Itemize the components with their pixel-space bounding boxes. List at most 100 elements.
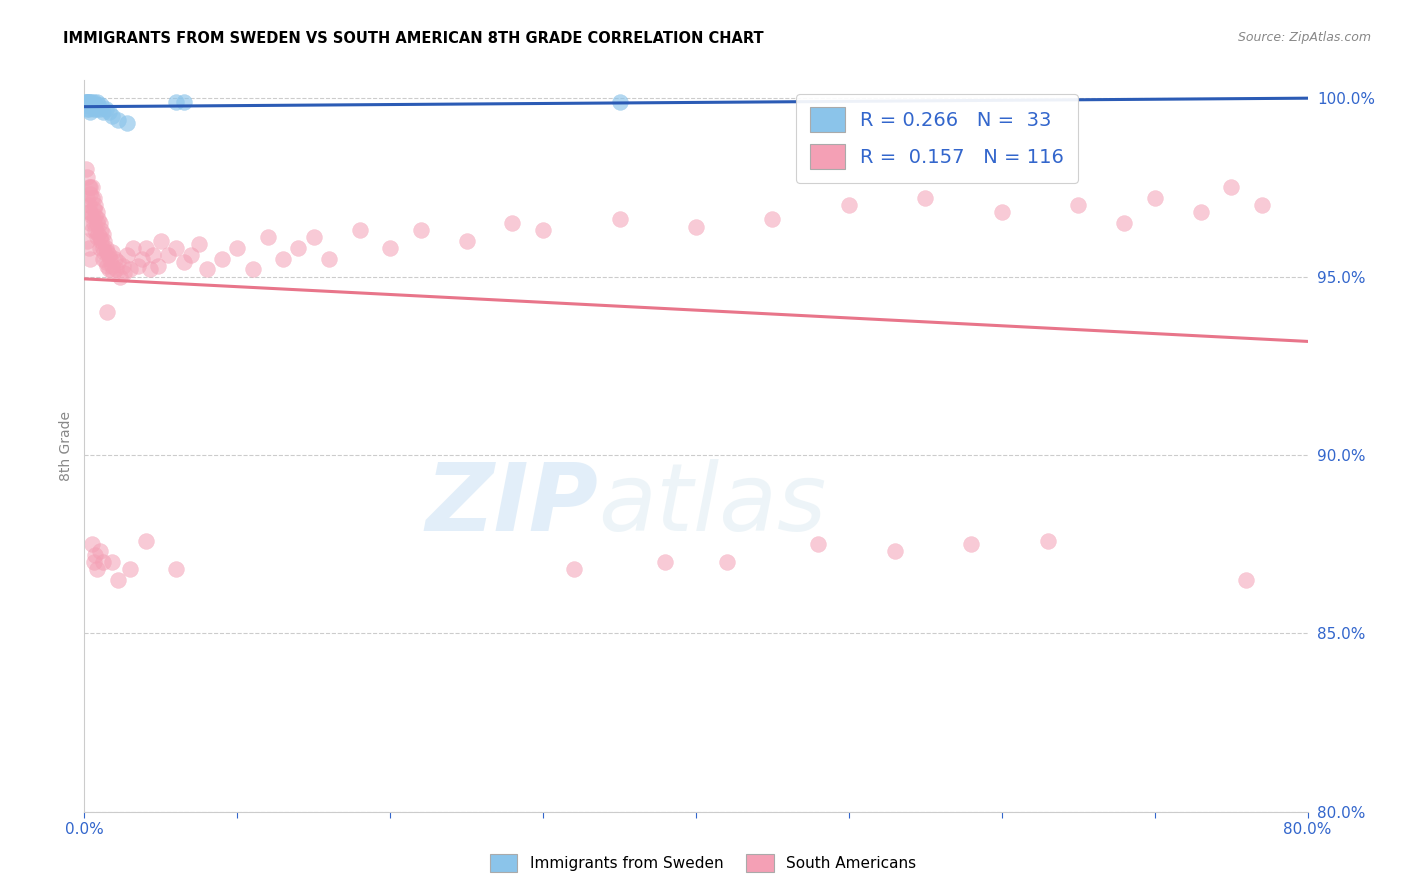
Y-axis label: 8th Grade: 8th Grade [59, 411, 73, 481]
Point [107, 255, 129, 269]
Point [79, 95, 101, 109]
Point [838, 198, 860, 212]
Point [318, 252, 340, 266]
Point [165, 241, 187, 255]
Point [101, 259, 124, 273]
Point [883, 544, 905, 558]
Point [86, 95, 108, 109]
Point [112, 266, 135, 280]
Text: atlas: atlas [598, 459, 827, 550]
Point [84, 548, 107, 562]
Point [91, 227, 114, 241]
Point [115, 116, 138, 130]
Point [135, 533, 157, 548]
Point [91, 252, 114, 266]
Point [287, 241, 309, 255]
Point [79, 205, 101, 219]
Point [991, 205, 1014, 219]
Point [157, 248, 180, 262]
Point [84, 98, 107, 112]
Point [142, 248, 165, 262]
Point [1067, 198, 1090, 212]
Point [84, 223, 107, 237]
Point [609, 95, 631, 109]
Legend: R = 0.266   N =  33, R =  0.157   N = 116: R = 0.266 N = 33, R = 0.157 N = 116 [796, 94, 1077, 183]
Point [131, 252, 153, 266]
Point [80, 191, 103, 205]
Point [120, 262, 142, 277]
Point [761, 212, 783, 227]
Point [115, 248, 138, 262]
Point [1143, 191, 1166, 205]
Point [77, 95, 100, 109]
Point [86, 102, 108, 116]
Point [531, 223, 554, 237]
Point [211, 252, 233, 266]
Point [609, 212, 631, 227]
Point [146, 259, 169, 273]
Text: IMMIGRANTS FROM SWEDEN VS SOUTH AMERICAN 8TH GRADE CORRELATION CHART: IMMIGRANTS FROM SWEDEN VS SOUTH AMERICAN… [63, 31, 763, 46]
Point [135, 241, 157, 255]
Point [89, 216, 111, 230]
Point [89, 102, 111, 116]
Point [79, 187, 101, 202]
Point [149, 234, 172, 248]
Point [94, 255, 117, 269]
Point [562, 562, 585, 576]
Point [456, 234, 478, 248]
Point [302, 230, 325, 244]
Point [77, 102, 100, 116]
Point [89, 241, 111, 255]
Point [105, 262, 128, 277]
Point [79, 216, 101, 230]
Point [91, 105, 114, 120]
Point [83, 202, 105, 216]
Point [79, 252, 101, 266]
Point [271, 252, 294, 266]
Point [89, 230, 111, 244]
Point [807, 537, 830, 551]
Point [101, 109, 124, 123]
Point [87, 212, 110, 227]
Point [960, 537, 983, 551]
Point [122, 241, 145, 255]
Point [77, 198, 100, 212]
Point [139, 262, 162, 277]
Point [165, 562, 187, 576]
Point [502, 216, 524, 230]
Point [111, 259, 134, 273]
Point [89, 544, 111, 558]
Point [90, 234, 112, 248]
Point [76, 95, 98, 109]
Point [83, 216, 105, 230]
Point [120, 562, 142, 576]
Point [349, 223, 371, 237]
Point [76, 169, 98, 184]
Point [93, 234, 115, 248]
Point [97, 248, 120, 262]
Point [80, 180, 103, 194]
Point [86, 216, 108, 230]
Point [654, 555, 676, 569]
Point [98, 252, 121, 266]
Point [77, 98, 100, 112]
Point [83, 555, 105, 569]
Point [165, 95, 187, 109]
Point [83, 102, 105, 116]
Point [94, 241, 117, 255]
Point [380, 241, 402, 255]
Point [80, 537, 103, 551]
Point [107, 112, 129, 127]
Point [96, 305, 118, 319]
Point [97, 262, 120, 277]
Point [76, 95, 98, 109]
Point [188, 237, 211, 252]
Point [75, 95, 97, 109]
Point [195, 262, 218, 277]
Point [101, 244, 124, 259]
Point [76, 234, 98, 248]
Point [83, 95, 105, 109]
Point [96, 259, 118, 273]
Point [86, 205, 108, 219]
Point [94, 102, 117, 116]
